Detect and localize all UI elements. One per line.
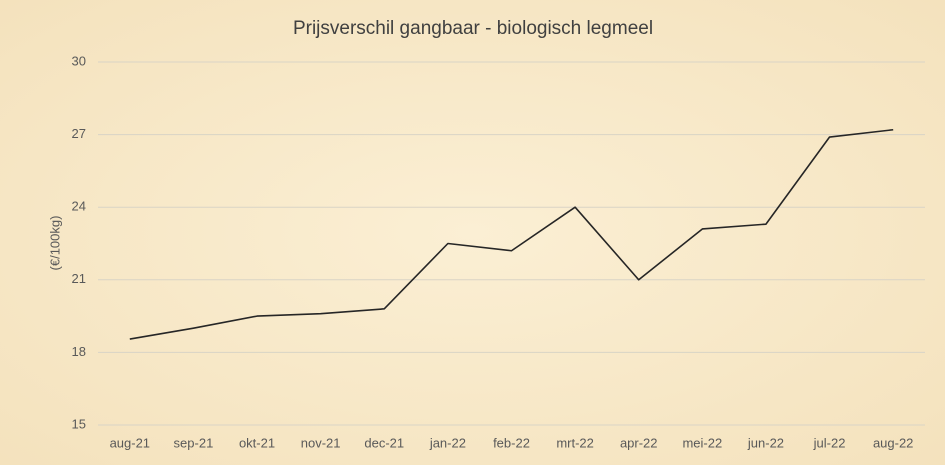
x-tick-label: aug-21 [110, 435, 150, 450]
x-tick-label: jun-22 [747, 435, 784, 450]
x-tick-label: jul-22 [813, 435, 846, 450]
x-tick-label: jan-22 [429, 435, 466, 450]
x-tick-label: sep-21 [174, 435, 214, 450]
y-tick-label: 15 [72, 416, 86, 431]
x-tick-label: apr-22 [620, 435, 658, 450]
x-tick-label: okt-21 [239, 435, 275, 450]
y-tick-label: 24 [72, 199, 86, 214]
x-tick-label: dec-21 [364, 435, 404, 450]
y-tick-label: 21 [72, 271, 86, 286]
x-tick-label: aug-22 [873, 435, 913, 450]
y-tick-label: 30 [72, 53, 86, 68]
x-tick-label: mei-22 [682, 435, 722, 450]
y-axis-label: (€/100kg) [47, 216, 62, 271]
y-tick-label: 18 [72, 344, 86, 359]
y-tick-label: 27 [72, 126, 86, 141]
chart-title: Prijsverschil gangbaar - biologisch legm… [293, 18, 653, 39]
x-tick-label: nov-21 [301, 435, 341, 450]
x-tick-label: feb-22 [493, 435, 530, 450]
data-line [129, 128, 894, 340]
x-tick-label: mrt-22 [556, 435, 594, 450]
